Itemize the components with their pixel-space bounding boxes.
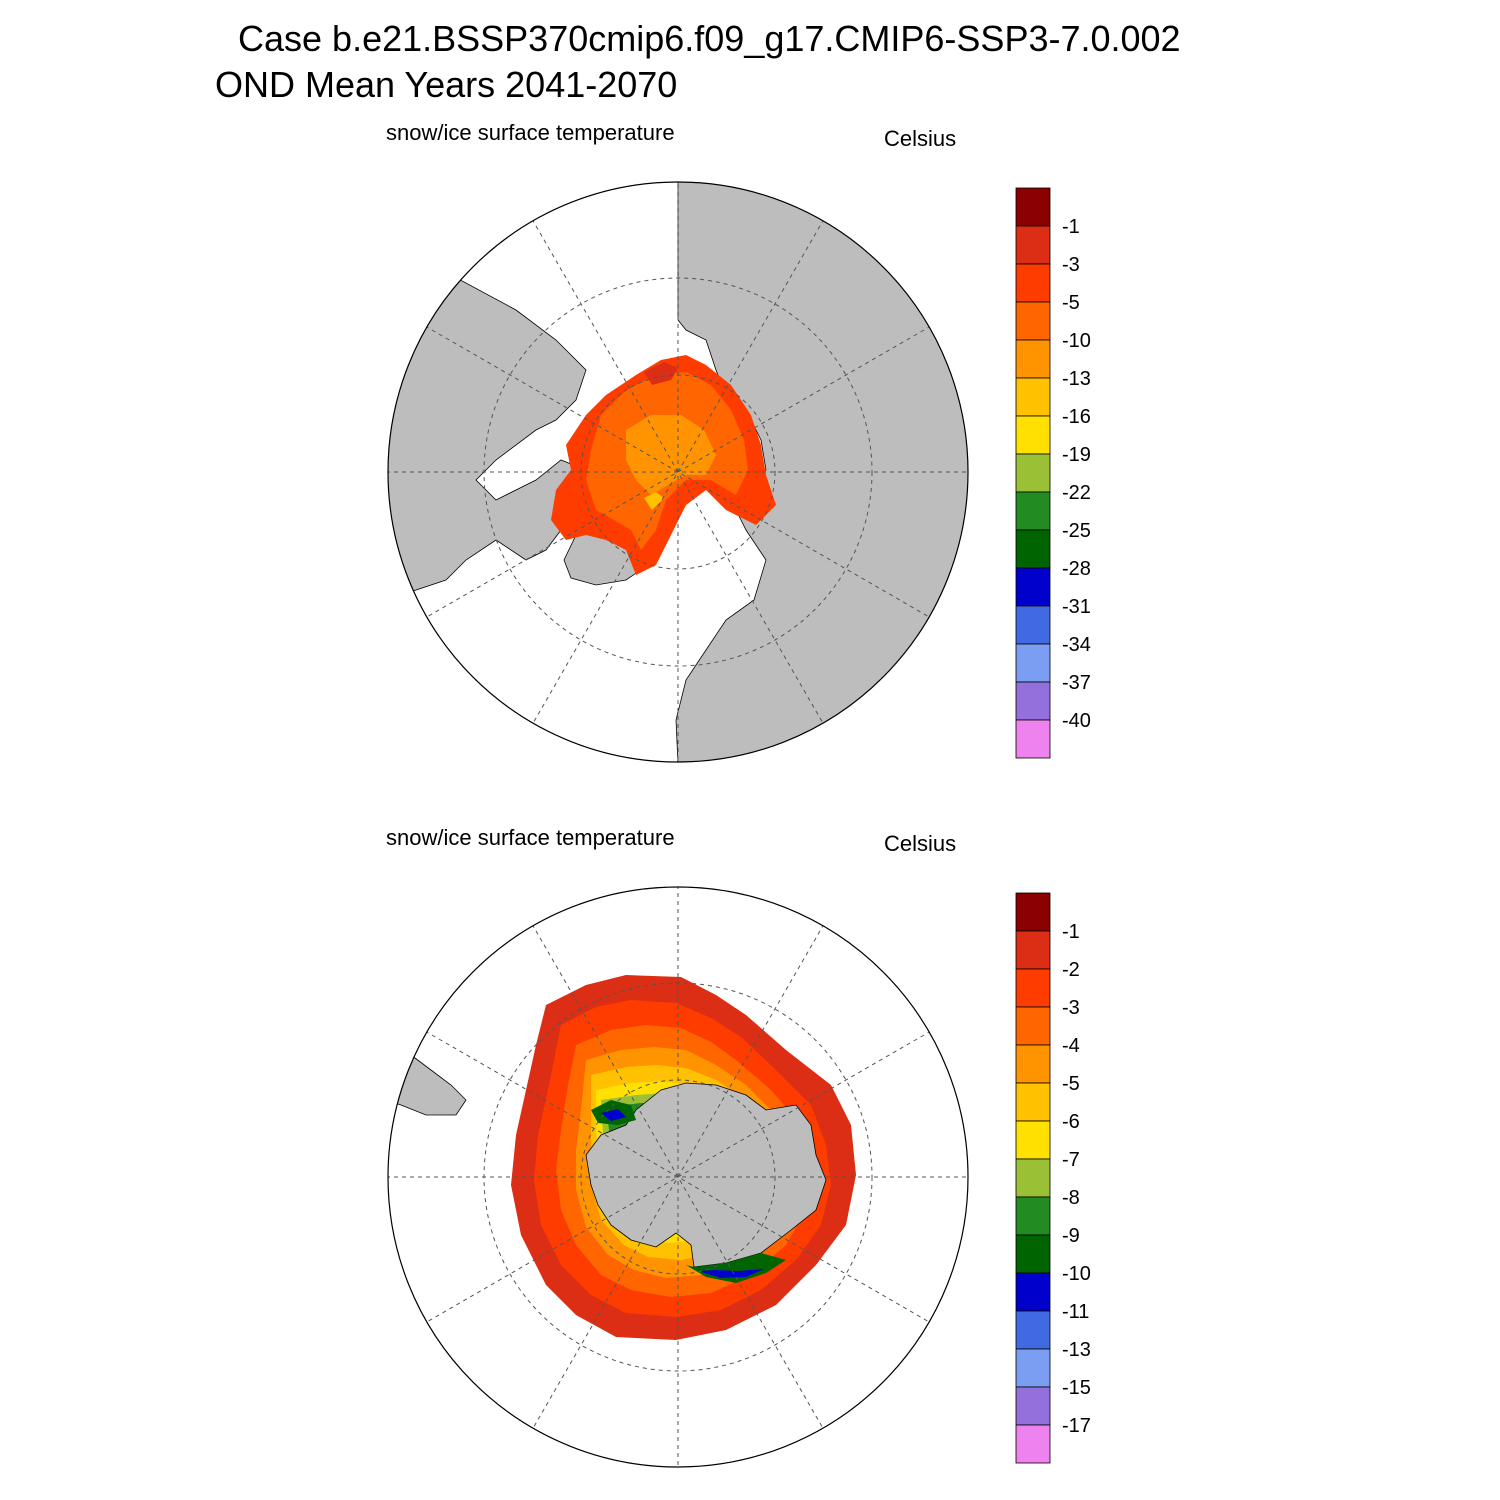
north-colorbar-label: -22 — [1062, 482, 1091, 504]
south-colorbar-swatch — [1015, 1424, 1051, 1464]
south-colorbar-label: -3 — [1062, 997, 1080, 1019]
south-colorbar-swatch — [1015, 1196, 1051, 1236]
south-colorbar-label: -10 — [1062, 1263, 1091, 1285]
north-colorbar-swatch — [1015, 377, 1051, 417]
south-colorbar-label: -2 — [1062, 959, 1080, 981]
south-polar-map — [387, 886, 969, 1468]
north-colorbar-swatch — [1015, 301, 1051, 341]
south-colorbar-swatch — [1015, 1234, 1051, 1274]
south-colorbar-swatch — [1015, 892, 1051, 932]
south-colorbar-swatch — [1015, 968, 1051, 1008]
north-colorbar-swatch — [1015, 605, 1051, 645]
north-colorbar-swatch — [1015, 491, 1051, 531]
south-colorbar-label: -1 — [1062, 921, 1080, 943]
north-land-america — [388, 239, 587, 601]
south-colorbar-swatch — [1015, 1272, 1051, 1312]
south-colorbar-swatch — [1015, 1120, 1051, 1160]
panel-south-units: Celsius — [884, 831, 957, 856]
north-polar-map — [387, 181, 969, 763]
south-colorbar: -1 -2 -3 -4 -5 -6 -7 -8 -9 -10 -11 -13 -15 -17 — [1015, 892, 1091, 1464]
south-colorbar-swatch — [1015, 1082, 1051, 1122]
north-colorbar-swatch — [1015, 415, 1051, 455]
north-colorbar-label: -28 — [1062, 558, 1091, 580]
north-ice-warm — [644, 362, 678, 385]
north-colorbar-label: -1 — [1062, 216, 1080, 238]
south-colorbar-label: -9 — [1062, 1225, 1080, 1247]
south-colorbar-label: -4 — [1062, 1035, 1080, 1057]
north-colorbar-label: -37 — [1062, 672, 1091, 694]
south-ice-shelf-ross — [686, 1253, 786, 1283]
north-graticule — [388, 182, 968, 762]
north-ice-edge — [644, 492, 664, 510]
figure-subtitle: OND Mean Years 2041-2070 — [215, 64, 678, 105]
south-colorbar-label: -8 — [1062, 1187, 1080, 1209]
north-colorbar-swatch — [1015, 643, 1051, 683]
south-colorbar-swatch — [1015, 1386, 1051, 1426]
north-colorbar-swatch — [1015, 567, 1051, 607]
north-colorbar-swatch — [1015, 681, 1051, 721]
panel-north-units: Celsius — [884, 126, 957, 151]
north-colorbar-swatch — [1015, 187, 1051, 227]
south-colorbar-label: -13 — [1062, 1339, 1091, 1361]
north-colorbar-swatch — [1015, 719, 1051, 759]
north-colorbar-swatch — [1015, 529, 1051, 569]
north-colorbar-swatch — [1015, 453, 1051, 493]
north-colorbar-label: -34 — [1062, 634, 1091, 656]
south-colorbar-label: -7 — [1062, 1149, 1080, 1171]
north-colorbar-swatch — [1015, 225, 1051, 265]
south-colorbar-label: -5 — [1062, 1073, 1080, 1095]
north-colorbar: -1 -3 -5 -10 -13 -16 -19 -22 -25 -28 -31 -34 -37 -40 — [1015, 187, 1091, 759]
panel-south-variable: snow/ice surface temperature — [386, 825, 675, 850]
north-colorbar-label: -25 — [1062, 520, 1091, 542]
north-colorbar-label: -13 — [1062, 368, 1091, 390]
north-colorbar-swatch — [1015, 263, 1051, 303]
north-colorbar-label: -3 — [1062, 254, 1080, 276]
south-colorbar-label: -17 — [1062, 1415, 1091, 1437]
south-ice-shelf-ross-cold — [698, 1269, 764, 1278]
south-colorbar-swatch — [1015, 930, 1051, 970]
south-colorbar-label: -11 — [1062, 1301, 1089, 1323]
panel-north-variable: snow/ice surface temperature — [386, 120, 675, 145]
figure-title: Case b.e21.BSSP370cmip6.f09_g17.CMIP6-SS… — [238, 18, 1181, 59]
north-colorbar-swatch — [1015, 339, 1051, 379]
south-graticule — [388, 887, 968, 1467]
south-colorbar-swatch — [1015, 1006, 1051, 1046]
north-colorbar-label: -31 — [1062, 596, 1091, 618]
south-colorbar-swatch — [1015, 1310, 1051, 1350]
north-colorbar-label: -40 — [1062, 710, 1091, 732]
south-colorbar-label: -6 — [1062, 1111, 1080, 1133]
south-ice-shelf-weddell-cold — [601, 1109, 626, 1121]
north-colorbar-label: -5 — [1062, 292, 1080, 314]
south-colorbar-swatch — [1015, 1348, 1051, 1388]
south-colorbar-label: -15 — [1062, 1377, 1091, 1399]
north-colorbar-label: -16 — [1062, 406, 1091, 428]
north-ice-core — [626, 415, 716, 495]
south-colorbar-swatch — [1015, 1044, 1051, 1084]
north-colorbar-label: -19 — [1062, 444, 1091, 466]
south-colorbar-swatch — [1015, 1158, 1051, 1198]
north-colorbar-label: -10 — [1062, 330, 1091, 352]
